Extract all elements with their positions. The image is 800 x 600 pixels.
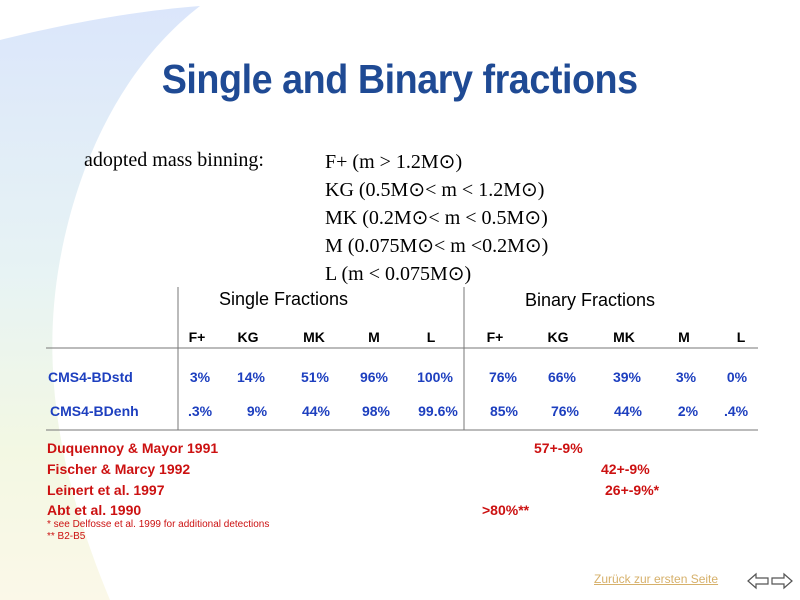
binning-label: adopted mass binning: <box>84 149 264 171</box>
table-cell: 0% <box>726 369 748 385</box>
reference-value: >80%** <box>482 502 530 518</box>
binning-line-l: L (m < 0.075M⊙) <box>325 263 472 285</box>
table-cell: 2% <box>677 403 699 419</box>
binning-line-f: F+ (m > 1.2M⊙) <box>325 151 463 173</box>
footnote: * see Delfosse et al. 1999 for additiona… <box>47 519 270 530</box>
table-cell: 44% <box>301 403 331 419</box>
reference-name: Duquennoy & Mayor 1991 <box>47 440 219 456</box>
row-label-bdenh: CMS4-BDenh <box>50 403 139 419</box>
table-cell: 51% <box>300 369 330 385</box>
reference-name: Fischer & Marcy 1992 <box>47 461 191 477</box>
table-cell: 96% <box>359 369 389 385</box>
table-cell: 85% <box>489 403 519 419</box>
table-cell: 9% <box>246 403 268 419</box>
binary-fractions-header: Binary Fractions <box>525 290 656 310</box>
table-cell: .3% <box>187 403 213 419</box>
column-header-l-binary: L <box>736 329 746 345</box>
column-header-l: L <box>426 329 436 345</box>
reference-value: 57+-9% <box>534 440 583 456</box>
reference-value: 26+-9%* <box>605 482 660 498</box>
column-header-mk: MK <box>303 329 325 345</box>
reference-name: Leinert et al. 1997 <box>47 482 165 498</box>
column-header-f: F+ <box>188 329 206 345</box>
back-to-first-page-link[interactable]: Zurück zur ersten Seite <box>594 572 719 586</box>
table-cell: 100% <box>417 369 453 385</box>
reference-name: Abt et al. 1990 <box>47 502 142 518</box>
column-header-kg: KG <box>237 329 259 345</box>
binning-line-kg: KG (0.5M⊙< m < 1.2M⊙) <box>325 179 545 201</box>
column-header-mk-binary: MK <box>613 329 635 345</box>
previous-slide-button[interactable] <box>747 572 769 590</box>
table-cell: 44% <box>613 403 643 419</box>
binning-line-mk: MK (0.2M⊙< m < 0.5M⊙) <box>325 207 548 229</box>
table-cell: 76% <box>488 369 518 385</box>
table-cell: 76% <box>550 403 580 419</box>
column-header-kg-binary: KG <box>547 329 569 345</box>
table-cell: 3% <box>675 369 697 385</box>
column-header-f-binary: F+ <box>486 329 504 345</box>
row-label-bdstd: CMS4-BDstd <box>48 369 133 385</box>
page-title: Single and Binary fractions <box>162 56 638 102</box>
reference-value: 42+-9% <box>601 461 650 477</box>
table-cell: 3% <box>189 369 211 385</box>
next-slide-button[interactable] <box>771 572 793 590</box>
table-cell: 99.6% <box>418 403 458 419</box>
table-cell: .4% <box>723 403 749 419</box>
table-cell: 14% <box>236 369 266 385</box>
column-header-m-binary: M <box>678 329 690 345</box>
table-cell: 98% <box>361 403 391 419</box>
footnote: ** B2-B5 <box>47 531 86 542</box>
table-cell: 39% <box>612 369 642 385</box>
binning-line-m: M (0.075M⊙< m <0.2M⊙) <box>325 235 549 257</box>
column-header-m: M <box>368 329 380 345</box>
table-cell: 66% <box>547 369 577 385</box>
single-fractions-header: Single Fractions <box>219 289 349 309</box>
